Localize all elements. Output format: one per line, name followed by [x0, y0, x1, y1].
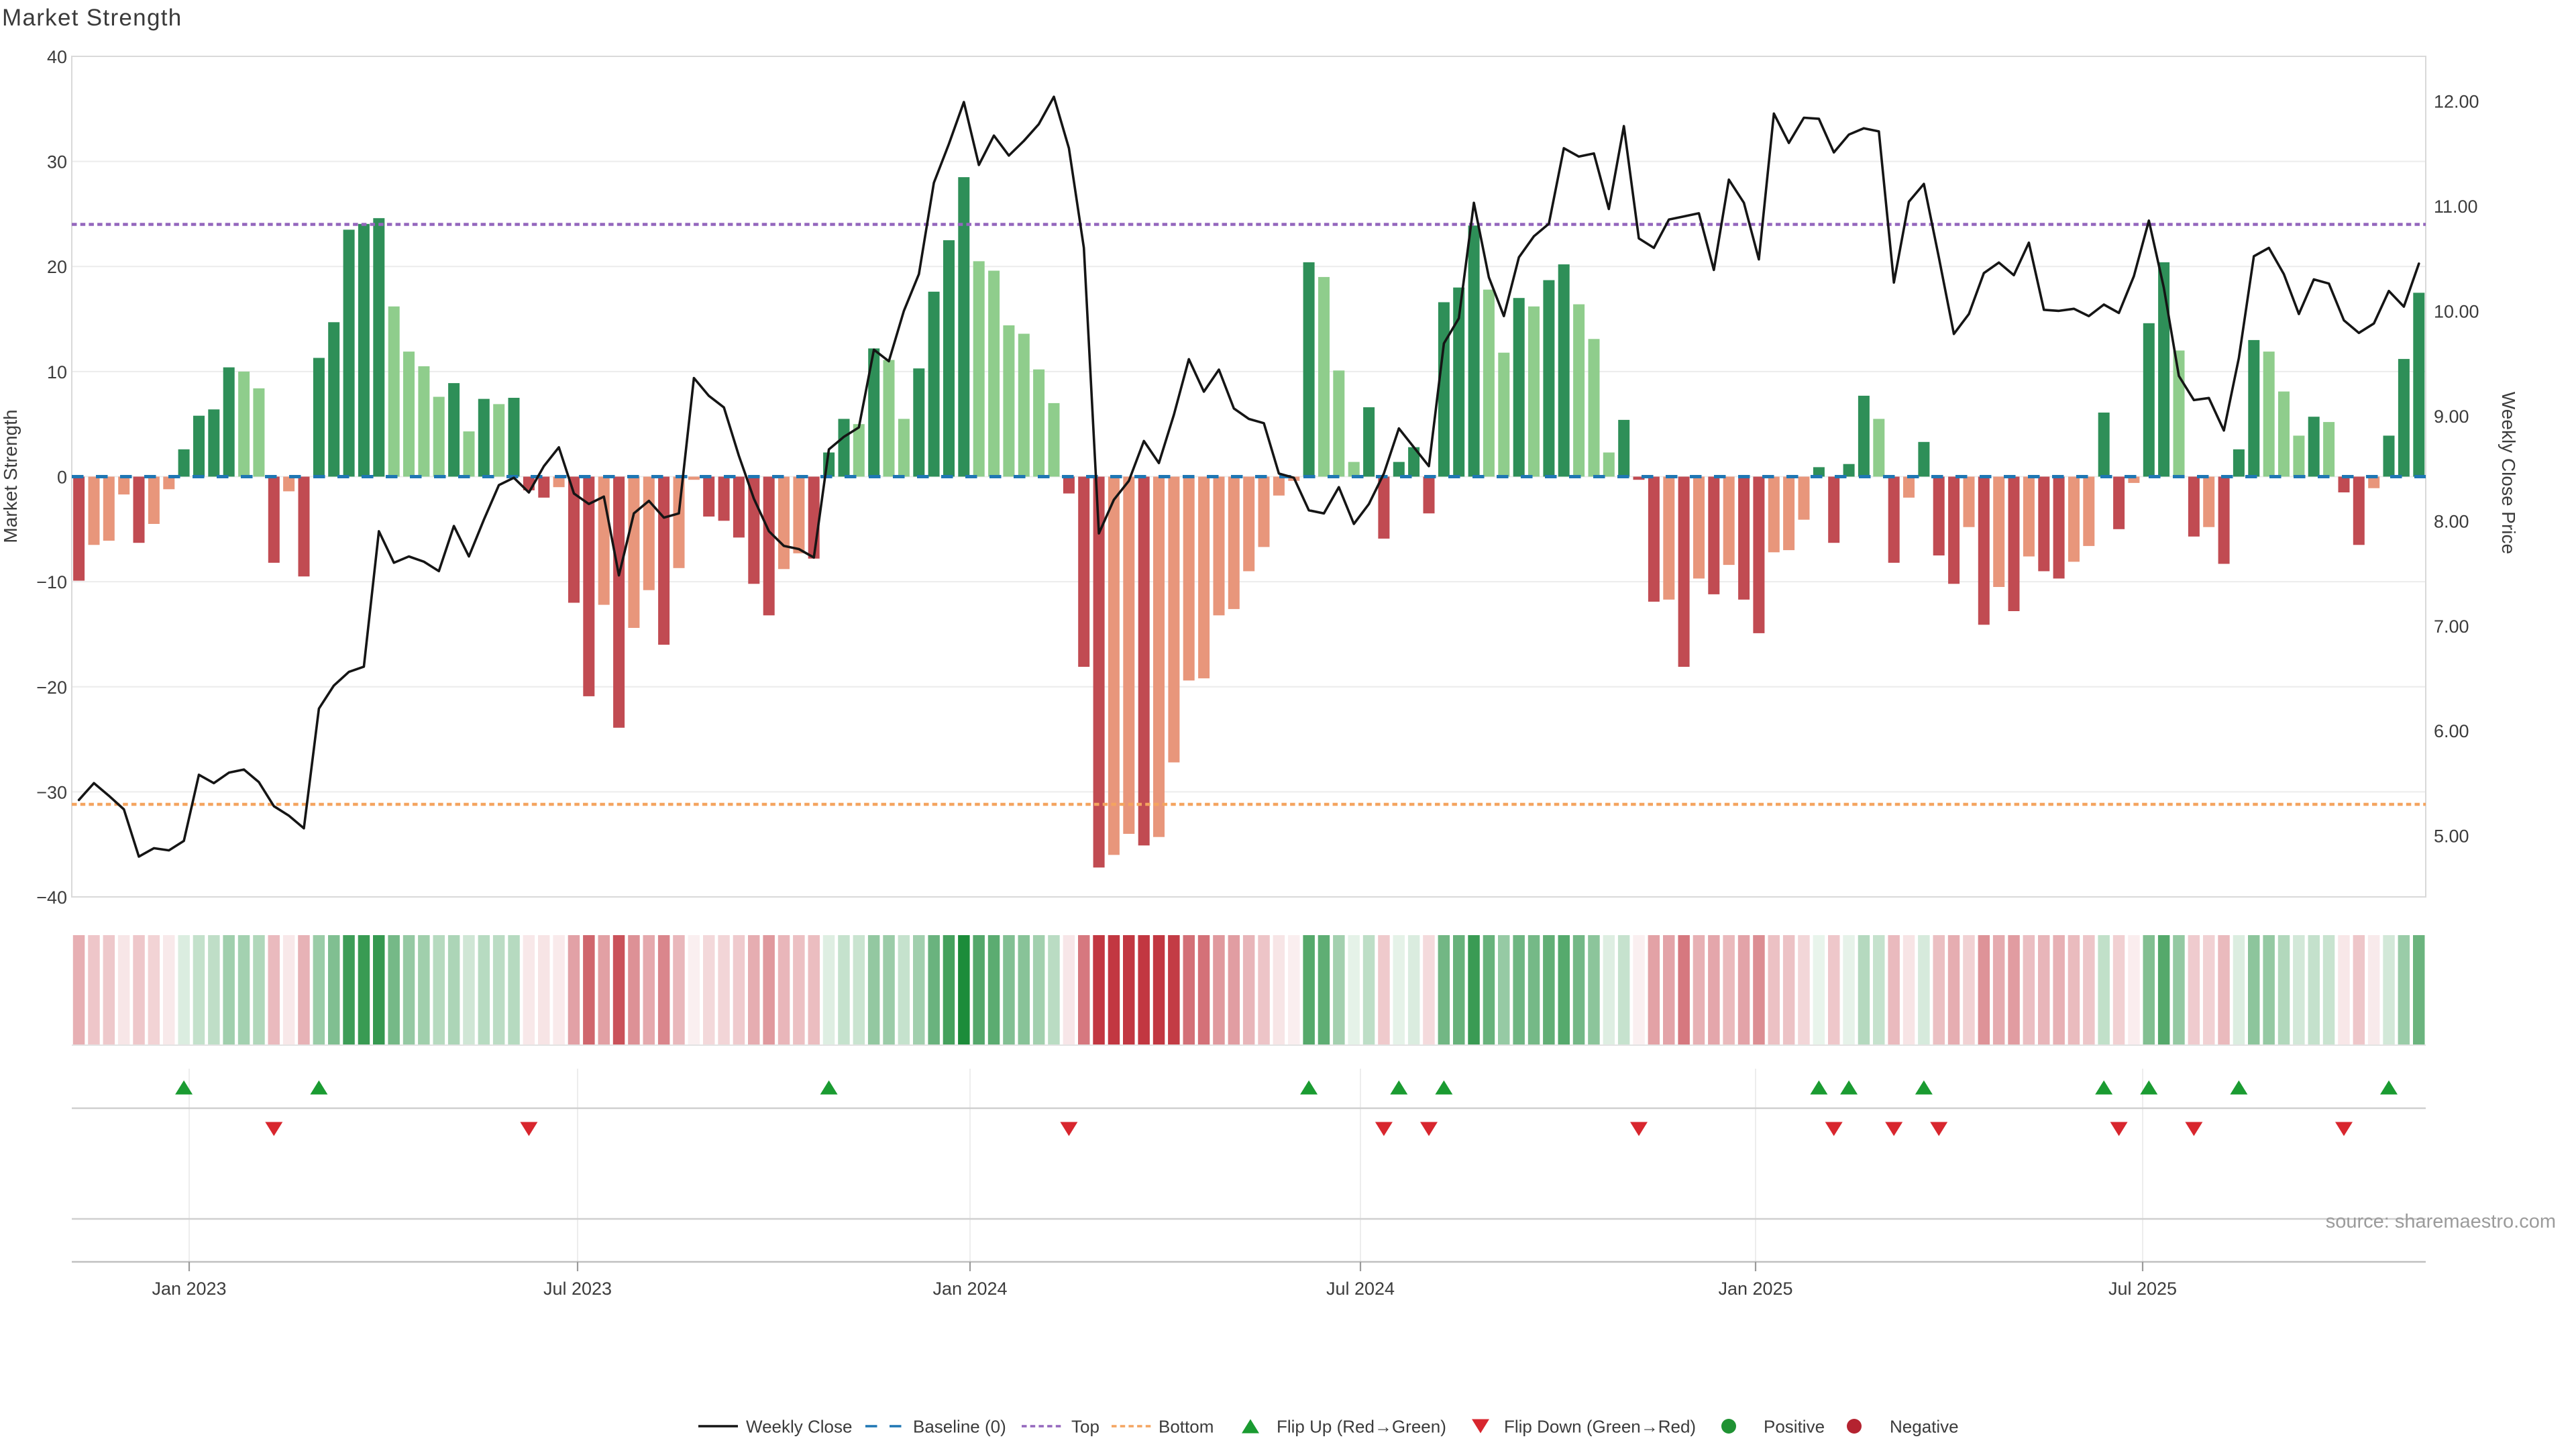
svg-text:−10: −10: [36, 572, 67, 592]
svg-text:6.00: 6.00: [2434, 721, 2469, 741]
svg-text:Flip Up (Red→Green): Flip Up (Red→Green): [1277, 1417, 1446, 1437]
svg-text:−20: −20: [36, 678, 67, 698]
svg-text:Bottom: Bottom: [1159, 1417, 1214, 1437]
svg-text:10.00: 10.00: [2434, 301, 2479, 321]
svg-text:Market Strength: Market Strength: [0, 409, 21, 543]
svg-text:10: 10: [47, 362, 67, 382]
svg-text:Negative: Negative: [1890, 1417, 1959, 1437]
svg-text:Weekly Close: Weekly Close: [746, 1417, 852, 1437]
svg-text:Jul 2024: Jul 2024: [1326, 1279, 1395, 1299]
svg-text:Weekly Close Price: Weekly Close Price: [2498, 392, 2519, 554]
svg-text:5.00: 5.00: [2434, 826, 2469, 847]
svg-text:Jan 2023: Jan 2023: [152, 1279, 226, 1299]
svg-text:Positive: Positive: [1764, 1417, 1825, 1437]
svg-text:Flip Down (Green→Red): Flip Down (Green→Red): [1504, 1417, 1696, 1437]
svg-text:Jan 2025: Jan 2025: [1718, 1279, 1792, 1299]
svg-text:Jul 2023: Jul 2023: [543, 1279, 612, 1299]
svg-text:8.00: 8.00: [2434, 511, 2469, 531]
svg-text:12.00: 12.00: [2434, 92, 2479, 112]
svg-text:20: 20: [47, 257, 67, 277]
svg-text:−40: −40: [36, 888, 67, 908]
svg-text:Market Strength: Market Strength: [2, 5, 182, 31]
svg-text:40: 40: [47, 47, 67, 67]
svg-text:Top: Top: [1071, 1417, 1099, 1437]
svg-text:Jan 2024: Jan 2024: [932, 1279, 1007, 1299]
svg-text:Jul 2025: Jul 2025: [2108, 1279, 2177, 1299]
svg-text:Baseline (0): Baseline (0): [913, 1417, 1006, 1437]
svg-text:source: sharemaestro.com: source: sharemaestro.com: [2326, 1211, 2556, 1232]
svg-text:9.00: 9.00: [2434, 407, 2469, 427]
svg-text:0: 0: [57, 468, 67, 488]
svg-text:7.00: 7.00: [2434, 616, 2469, 637]
svg-text:−30: −30: [36, 782, 67, 802]
svg-text:30: 30: [47, 152, 67, 172]
svg-text:11.00: 11.00: [2434, 197, 2478, 217]
